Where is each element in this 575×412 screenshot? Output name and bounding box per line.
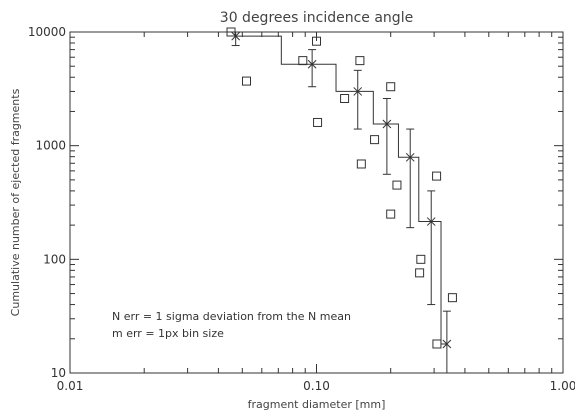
square-point <box>241 76 251 86</box>
mean-point <box>442 339 452 349</box>
x-axis-label: fragment diameter [mm] <box>248 398 386 411</box>
x-tick-label: 0.10 <box>303 379 330 393</box>
square-point <box>392 180 402 190</box>
y-axis-label: Cumulative number of ejected fragments <box>9 88 22 316</box>
square-point <box>432 171 442 181</box>
square-point <box>356 159 366 169</box>
x-tick-label: 0.01 <box>57 379 84 393</box>
y-tick-label: 100 <box>43 252 66 266</box>
square-point <box>298 56 308 66</box>
step-line <box>235 35 448 345</box>
square-point <box>340 93 350 103</box>
square-point <box>370 135 380 145</box>
square-point <box>313 117 323 127</box>
y-tick-label: 10 <box>51 366 66 380</box>
y-axis: 10 100 1000 10000 <box>28 25 563 380</box>
square-point <box>415 268 425 278</box>
square-point <box>432 339 442 349</box>
square-point <box>386 82 396 92</box>
y-tick-label: 10000 <box>28 25 66 39</box>
square-point <box>416 254 426 264</box>
x-tick-label: 1.00 <box>550 379 575 393</box>
chart-title: 30 degrees incidence angle <box>220 10 413 26</box>
annotation-n-err: N err = 1 sigma deviation from the N mea… <box>112 310 351 323</box>
mean-point <box>353 87 363 96</box>
annotation-m-err: m err = 1px bin size <box>112 327 224 340</box>
square-point <box>386 209 396 219</box>
mean-point <box>426 217 436 226</box>
mean-point <box>307 59 317 69</box>
mean-point <box>405 152 415 162</box>
y-tick-label: 1000 <box>35 139 66 153</box>
mean-point <box>382 119 392 129</box>
x-axis: 0.01 0.10 1.00 <box>57 32 575 393</box>
square-point <box>312 36 321 46</box>
chart-marks <box>226 27 457 374</box>
square-point <box>447 293 457 303</box>
mean-point <box>231 31 241 41</box>
square-point <box>355 56 365 66</box>
